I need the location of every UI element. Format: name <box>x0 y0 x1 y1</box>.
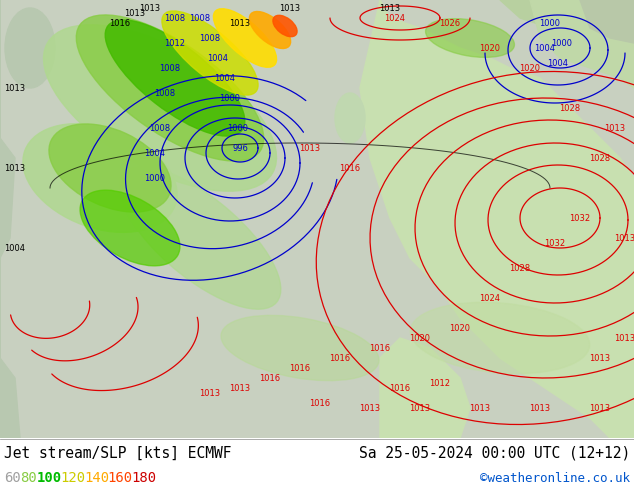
Text: 1013: 1013 <box>529 403 550 413</box>
Text: ©weatheronline.co.uk: ©weatheronline.co.uk <box>480 471 630 485</box>
Text: 160: 160 <box>108 471 133 485</box>
Polygon shape <box>380 338 470 438</box>
Text: 180: 180 <box>131 471 157 485</box>
Text: 1024: 1024 <box>384 14 406 23</box>
Ellipse shape <box>221 316 379 381</box>
Text: 1016: 1016 <box>389 384 411 392</box>
Text: 60: 60 <box>4 471 21 485</box>
Ellipse shape <box>23 123 177 232</box>
Text: 1013: 1013 <box>200 389 221 397</box>
Ellipse shape <box>80 190 180 266</box>
Ellipse shape <box>49 124 171 212</box>
Text: 1016: 1016 <box>370 343 391 352</box>
Text: 1004: 1004 <box>214 74 235 82</box>
Text: 1013: 1013 <box>230 19 250 27</box>
Ellipse shape <box>249 11 290 49</box>
Text: 1016: 1016 <box>339 164 361 172</box>
Text: 1008: 1008 <box>159 64 181 73</box>
Text: 1012: 1012 <box>164 39 186 48</box>
Text: 1000: 1000 <box>228 123 249 132</box>
Text: 1013: 1013 <box>4 164 25 172</box>
Ellipse shape <box>5 8 55 88</box>
Text: 1008: 1008 <box>164 14 186 23</box>
Text: 1013: 1013 <box>139 3 160 13</box>
Text: 1020: 1020 <box>410 334 430 343</box>
Text: 1028: 1028 <box>510 264 531 272</box>
Text: 120: 120 <box>60 471 86 485</box>
Ellipse shape <box>410 302 590 374</box>
Text: 1008: 1008 <box>150 123 171 132</box>
Text: 1008: 1008 <box>155 89 176 98</box>
Text: 1013: 1013 <box>614 334 634 343</box>
Ellipse shape <box>214 9 276 67</box>
Text: 1026: 1026 <box>439 19 460 27</box>
Text: 1013: 1013 <box>299 144 321 152</box>
Text: 996: 996 <box>232 144 248 152</box>
Text: 1008: 1008 <box>200 33 221 43</box>
Text: 1013: 1013 <box>469 403 491 413</box>
Text: 100: 100 <box>37 471 62 485</box>
Ellipse shape <box>162 11 258 95</box>
Text: 1016: 1016 <box>259 373 281 383</box>
Text: 1016: 1016 <box>330 353 351 363</box>
Ellipse shape <box>273 15 297 37</box>
Text: 1000: 1000 <box>552 39 573 48</box>
Ellipse shape <box>425 19 514 57</box>
Text: 1013: 1013 <box>590 403 611 413</box>
Text: 1028: 1028 <box>590 153 611 163</box>
Ellipse shape <box>119 167 281 309</box>
Text: 1000: 1000 <box>219 94 240 102</box>
Text: 1012: 1012 <box>429 378 451 388</box>
Text: Sa 25-05-2024 00:00 UTC (12+12): Sa 25-05-2024 00:00 UTC (12+12) <box>359 445 630 461</box>
Ellipse shape <box>335 93 365 143</box>
Text: 1004: 1004 <box>4 244 25 252</box>
Text: 1008: 1008 <box>190 14 210 23</box>
Polygon shape <box>530 0 634 88</box>
Text: 1013: 1013 <box>379 3 401 13</box>
Text: 1028: 1028 <box>559 103 581 113</box>
Text: 1004: 1004 <box>548 58 569 68</box>
Text: 1004: 1004 <box>207 53 228 63</box>
Text: 1016: 1016 <box>110 19 131 27</box>
Text: 1013: 1013 <box>590 353 611 363</box>
Text: 1013: 1013 <box>604 123 626 132</box>
Text: 1024: 1024 <box>479 294 500 302</box>
Text: 140: 140 <box>84 471 109 485</box>
Text: 1000: 1000 <box>145 173 165 182</box>
Text: 1020: 1020 <box>479 44 500 52</box>
Text: 1020: 1020 <box>450 323 470 333</box>
Text: 1013: 1013 <box>4 83 25 93</box>
Text: 1013: 1013 <box>359 403 380 413</box>
Text: 1013: 1013 <box>124 8 146 18</box>
Text: 1016: 1016 <box>309 398 330 408</box>
Text: 1004: 1004 <box>145 148 165 157</box>
Text: 1032: 1032 <box>545 239 566 247</box>
Polygon shape <box>0 0 20 438</box>
Text: Jet stream/SLP [kts] ECMWF: Jet stream/SLP [kts] ECMWF <box>4 445 231 461</box>
Text: 80: 80 <box>20 471 37 485</box>
Text: 1013: 1013 <box>614 234 634 243</box>
Text: 1016: 1016 <box>290 364 311 372</box>
Ellipse shape <box>105 20 245 136</box>
Text: 1020: 1020 <box>519 64 541 73</box>
Text: 1004: 1004 <box>534 44 555 52</box>
Polygon shape <box>360 0 634 438</box>
Text: 1013: 1013 <box>410 403 430 413</box>
Text: 1013: 1013 <box>280 3 301 13</box>
Ellipse shape <box>76 15 264 161</box>
Polygon shape <box>580 0 634 43</box>
Text: 1013: 1013 <box>230 384 250 392</box>
Ellipse shape <box>44 25 276 191</box>
Text: 1032: 1032 <box>569 214 590 222</box>
Text: 1000: 1000 <box>540 19 560 27</box>
Polygon shape <box>500 0 634 58</box>
